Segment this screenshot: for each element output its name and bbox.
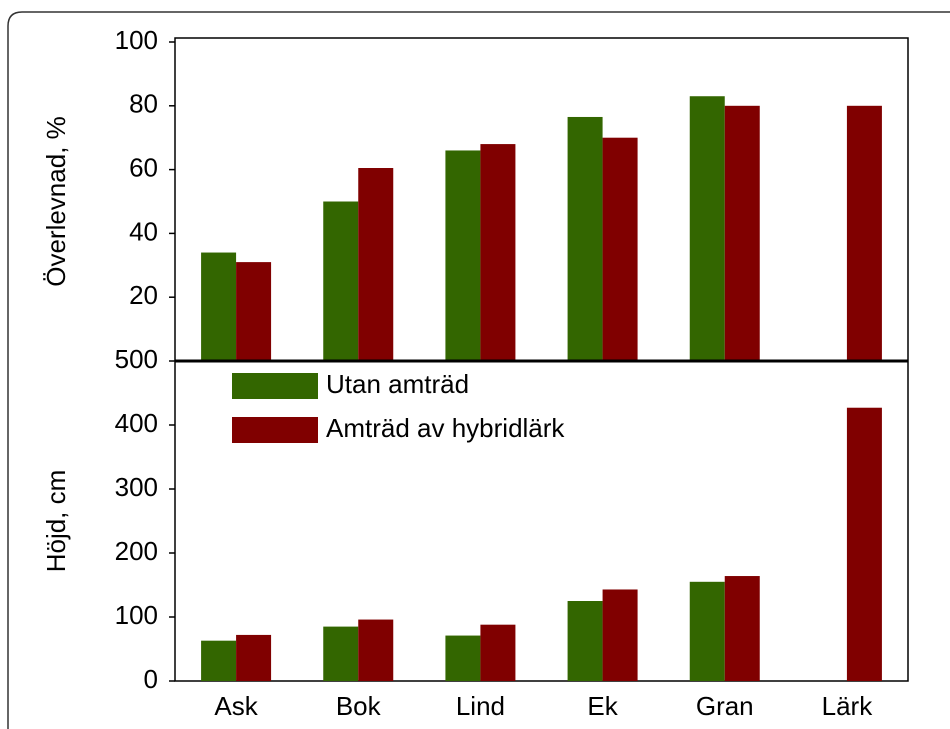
bar	[567, 116, 603, 361]
y-tick-label: 60	[129, 152, 158, 182]
bar	[602, 589, 638, 681]
x-tick-label: Lärk	[822, 691, 874, 721]
y-tick-label: 200	[115, 536, 158, 566]
bar	[201, 252, 237, 361]
bar	[358, 168, 394, 361]
bar	[236, 634, 272, 681]
bar	[602, 137, 638, 361]
legend-swatch	[232, 373, 318, 399]
bar	[201, 640, 237, 681]
y-tick-label: 100	[115, 25, 158, 55]
bar	[358, 619, 394, 681]
x-tick-label: Ask	[214, 691, 258, 721]
y-tick-label: 100	[115, 600, 158, 630]
bar	[846, 407, 882, 681]
bar	[445, 635, 481, 681]
y-tick-label: 80	[129, 89, 158, 119]
bar	[724, 105, 760, 361]
bar	[846, 105, 882, 361]
bar	[445, 150, 481, 361]
legend-label: Utan amträd	[326, 369, 469, 399]
bar	[689, 581, 725, 681]
bar	[323, 201, 359, 361]
bar	[480, 144, 516, 361]
bar	[236, 262, 272, 361]
legend-label: Amträd av hybridlärk	[326, 413, 565, 443]
bar	[724, 576, 760, 681]
y-axis-label: Överlevnad, %	[41, 116, 71, 287]
bar	[480, 624, 516, 681]
y-tick-label: 20	[129, 280, 158, 310]
y-tick-label: 40	[129, 216, 158, 246]
x-tick-label: Lind	[456, 691, 505, 721]
window-border	[7, 11, 950, 729]
x-tick-label: Bok	[336, 691, 382, 721]
y-axis-label: Höjd, cm	[41, 470, 71, 573]
bar	[323, 626, 359, 681]
bar	[689, 96, 725, 361]
x-tick-label: Ek	[587, 691, 618, 721]
x-tick-label: Gran	[696, 691, 754, 721]
y-tick-label: 0	[144, 664, 158, 694]
bar	[567, 601, 603, 681]
y-tick-label: 400	[115, 408, 158, 438]
y-tick-label: 300	[115, 472, 158, 502]
legend-swatch	[232, 417, 318, 443]
y-tick-label: 500	[115, 344, 158, 374]
